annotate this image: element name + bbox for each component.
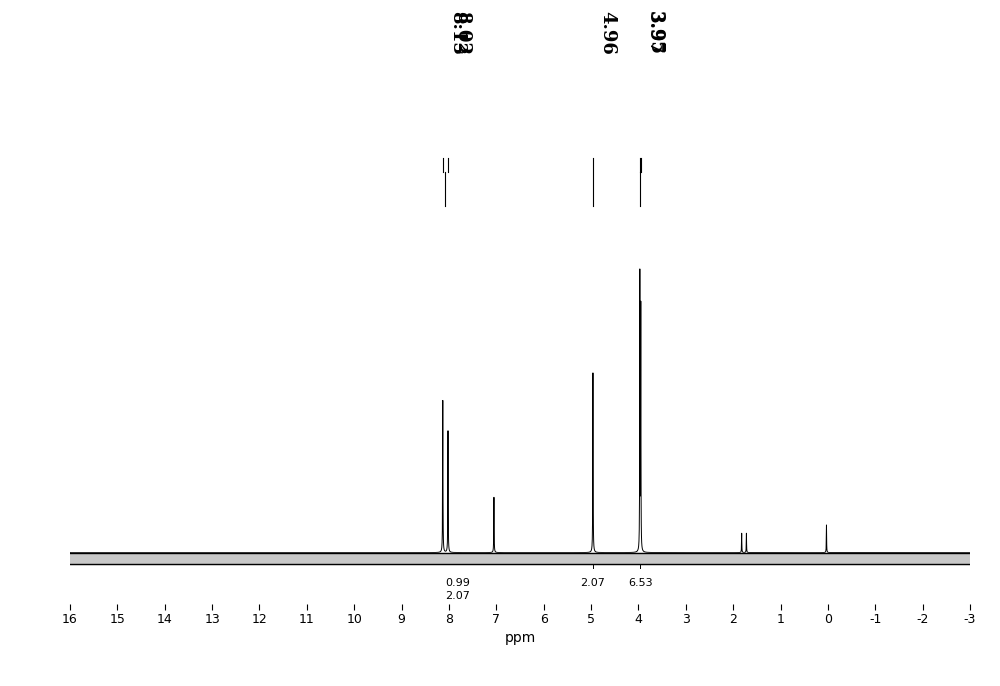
Text: 6.53: 6.53 bbox=[628, 578, 653, 588]
X-axis label: ppm: ppm bbox=[504, 630, 536, 645]
Text: 8.13: 8.13 bbox=[448, 11, 466, 55]
Bar bbox=[70, 553, 970, 564]
Text: 4.96: 4.96 bbox=[598, 11, 616, 55]
Text: 2.07: 2.07 bbox=[445, 591, 470, 601]
Text: 3.95: 3.95 bbox=[646, 11, 664, 55]
Text: 3.97: 3.97 bbox=[645, 11, 663, 55]
Text: 2.07: 2.07 bbox=[581, 578, 605, 588]
Text: 0.99: 0.99 bbox=[445, 578, 470, 588]
Text: 8.02: 8.02 bbox=[453, 11, 471, 55]
